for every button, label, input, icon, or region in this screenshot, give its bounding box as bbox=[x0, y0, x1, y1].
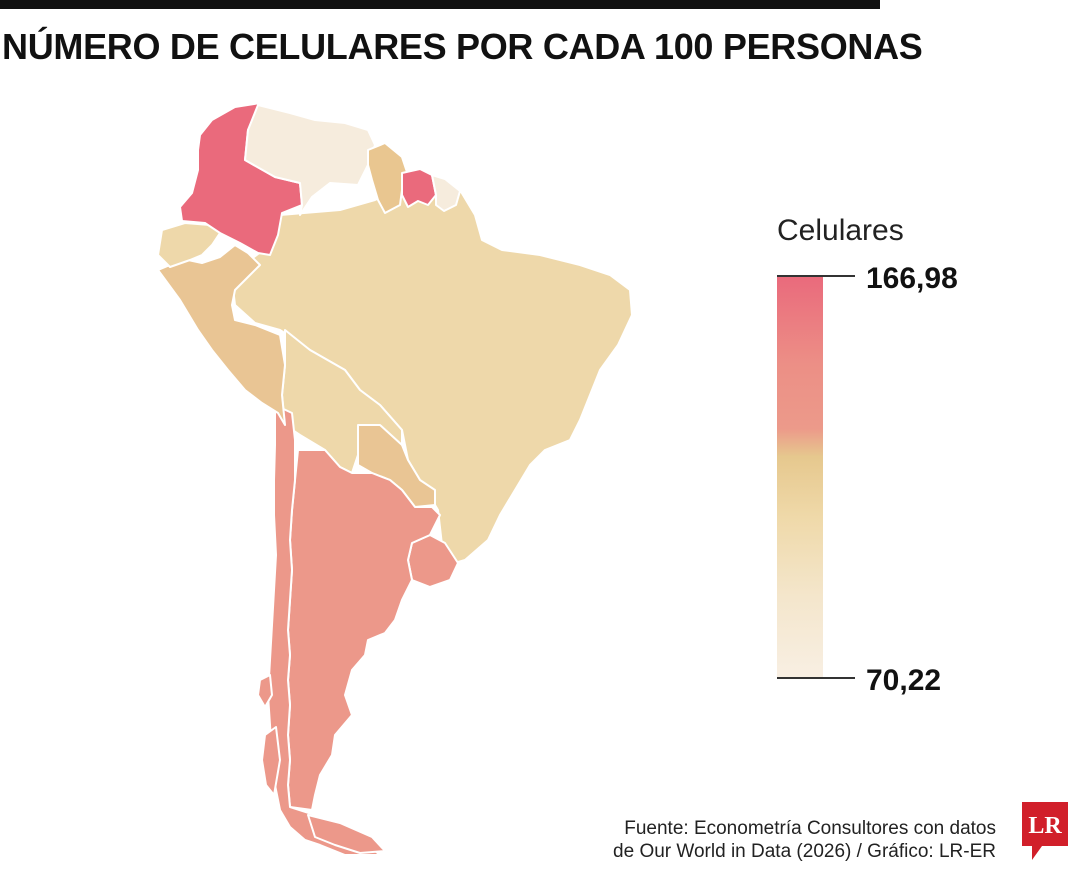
legend-min-label: 70,22 bbox=[866, 664, 942, 697]
country-peru bbox=[157, 244, 286, 426]
country-ecuador bbox=[157, 222, 221, 268]
source-line-1: Fuente: Econometría Consultores con dato… bbox=[624, 818, 996, 839]
country-suriname bbox=[401, 168, 437, 208]
country-guyana bbox=[367, 142, 409, 214]
country-french-guiana bbox=[431, 174, 461, 212]
country-argentina-tierra-del-fuego bbox=[307, 814, 386, 854]
top-rule bbox=[0, 0, 880, 9]
page-title: NÚMERO DE CELULARES POR CADA 100 PERSONA… bbox=[2, 26, 923, 67]
chile-island-chiloe bbox=[257, 674, 273, 708]
lr-logo: LR bbox=[1022, 802, 1068, 860]
legend-title: Celulares bbox=[777, 214, 904, 247]
legend-max-tick bbox=[777, 275, 855, 277]
legend-min-tick bbox=[777, 677, 855, 679]
source-line-2: de Our World in Data (2026) / Gráfico: L… bbox=[613, 841, 996, 862]
south-america-map bbox=[157, 102, 633, 856]
source-note: Fuente: Econometría Consultores con dato… bbox=[613, 817, 996, 863]
chile-archipelago bbox=[261, 726, 281, 796]
legend-max-label: 166,98 bbox=[866, 262, 958, 295]
country-venezuela bbox=[244, 104, 376, 216]
legend-color-scale bbox=[777, 276, 823, 678]
svg-text:LR: LR bbox=[1028, 813, 1062, 839]
